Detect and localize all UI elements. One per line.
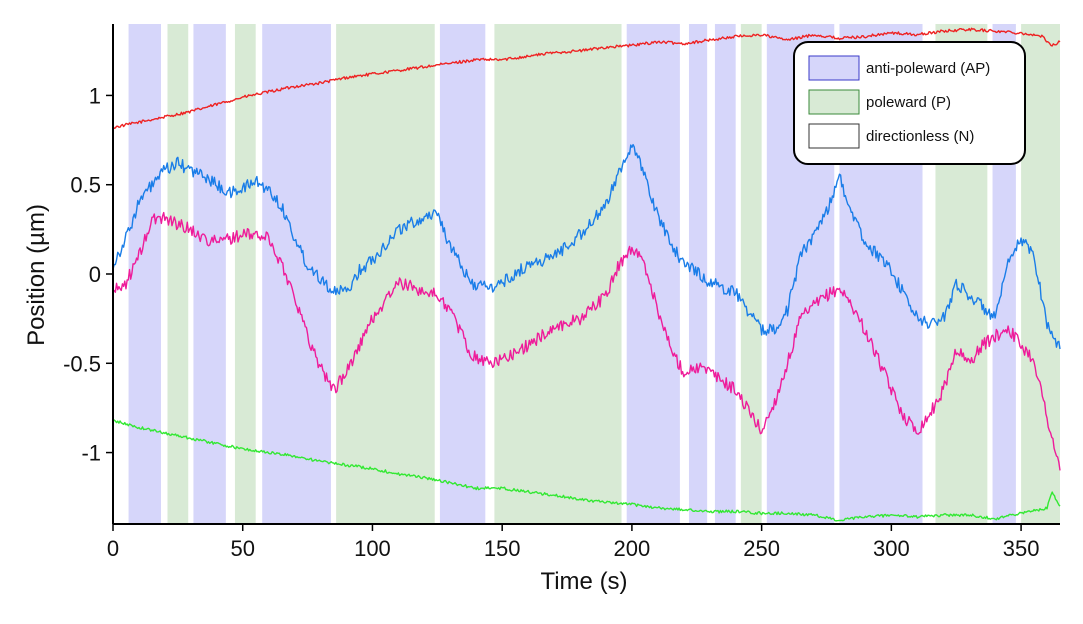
series-lines xyxy=(112,27,1061,522)
y-axis-label: Position (µm) xyxy=(23,204,50,346)
series-line-3 xyxy=(112,418,1061,522)
ap-band-17 xyxy=(626,24,680,524)
y-tick-label: 0 xyxy=(89,262,101,287)
y-ticks: 1 0.5 0 -0.5 -1 xyxy=(63,83,113,466)
series-line-1 xyxy=(112,143,1061,350)
x-ticks: 0 50 100 150 200 250 300 350 xyxy=(107,524,1040,561)
ap-band-5 xyxy=(193,24,226,524)
legend-label-0: anti-poleward (AP) xyxy=(866,60,990,77)
y-tick-label: 0.5 xyxy=(70,173,101,198)
x-tick-label: 350 xyxy=(1003,536,1040,561)
x-tick-label: 300 xyxy=(873,536,910,561)
y-tick-label: -0.5 xyxy=(63,351,101,376)
x-tick-label: 50 xyxy=(230,536,254,561)
legend-label-2: directionless (N) xyxy=(866,128,974,145)
ap-band-1 xyxy=(128,24,161,524)
p-band-23 xyxy=(740,24,762,524)
legend-swatch-0 xyxy=(808,55,860,81)
series-line-0 xyxy=(112,27,1061,130)
x-tick-label: 150 xyxy=(484,536,521,561)
p-band-15 xyxy=(494,24,622,524)
p-band-7 xyxy=(234,24,256,524)
ap-band-9 xyxy=(262,24,331,524)
x-tick-label: 100 xyxy=(354,536,391,561)
x-tick-label: 200 xyxy=(614,536,651,561)
legend-swatch-1 xyxy=(808,89,860,115)
x-tick-label: 250 xyxy=(743,536,780,561)
y-tick-label: 1 xyxy=(89,83,101,108)
x-axis-label: Time (s) xyxy=(540,568,627,595)
x-tick-label: 0 xyxy=(107,536,119,561)
ap-band-21 xyxy=(714,24,736,524)
ap-band-13 xyxy=(439,24,486,524)
legend: anti-poleward (AP) poleward (P) directionl… xyxy=(793,41,1026,165)
p-band-3 xyxy=(167,24,189,524)
series-line-2 xyxy=(112,211,1061,471)
p-band-11 xyxy=(336,24,435,524)
legend-label-1: poleward (P) xyxy=(866,94,951,111)
legend-swatch-2 xyxy=(808,123,860,149)
y-tick-label: -1 xyxy=(81,441,101,466)
ap-band-19 xyxy=(688,24,708,524)
